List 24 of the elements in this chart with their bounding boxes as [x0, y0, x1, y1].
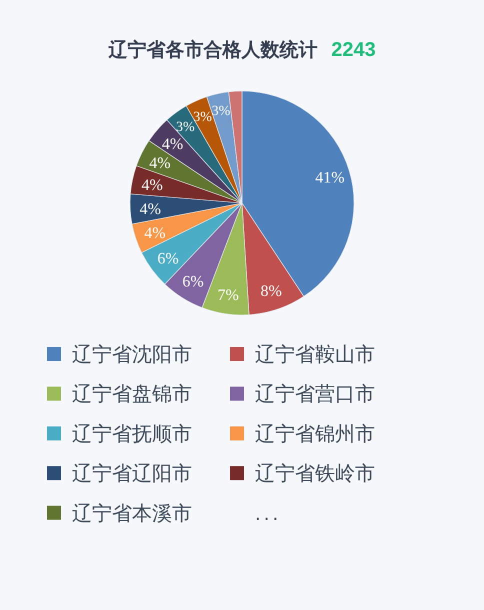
data-label: 4%: [162, 136, 184, 153]
legend-label: 辽宁省鞍山市: [255, 342, 375, 366]
data-label: 7%: [218, 286, 239, 304]
legend-label: 辽宁省盘锦市: [72, 382, 192, 406]
data-label: 4%: [149, 154, 171, 172]
data-label: 3%: [193, 110, 212, 126]
data-label: 3%: [176, 120, 196, 136]
legend-label: 辽宁省抚顺市: [72, 421, 192, 446]
legend-label: 辽宁省营口市: [255, 382, 375, 406]
legend-label: 辽宁省铁岭市: [255, 461, 375, 486]
data-label: 3%: [212, 104, 231, 119]
legend-label: 辽宁省沈阳市: [72, 342, 192, 366]
data-label: 6%: [182, 274, 204, 291]
data-label: 8%: [260, 283, 282, 300]
data-label: 41%: [315, 170, 345, 187]
text: ...: [255, 504, 282, 525]
data-label: 4%: [140, 200, 161, 218]
data-label: 6%: [157, 250, 179, 268]
legend-label: 辽宁省辽阳市: [72, 461, 192, 486]
data-label: 4%: [142, 176, 163, 194]
legend-label: 辽宁省本溪市: [72, 500, 192, 525]
legend-label: 辽宁省锦州市: [255, 421, 375, 446]
title: 辽宁省各市合格人数统计 2243: [108, 39, 376, 61]
data-label: 4%: [144, 225, 166, 242]
